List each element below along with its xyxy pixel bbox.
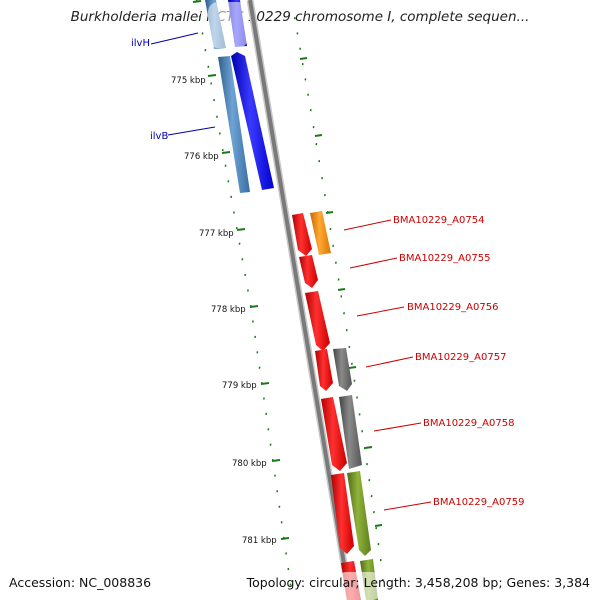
major-tick [236, 228, 246, 231]
cds-BMA10229_A0757-gray[interactable] [333, 348, 352, 391]
inner-major-tick [337, 288, 346, 291]
gene-label-BMA10229_A0759[interactable]: BMA10229_A0759 [433, 497, 524, 508]
tick-label: 781 kbp [242, 536, 277, 546]
cds-BMA10229_A0759[interactable] [331, 473, 354, 554]
label-leader [349, 257, 398, 269]
gene-label-BMA10229_A0754[interactable]: BMA10229_A0754 [393, 215, 484, 226]
major-tick [207, 74, 217, 77]
backbone-core [248, 0, 352, 600]
tick-label: 775 kbp [171, 76, 206, 86]
inner-major-tick [364, 446, 373, 449]
gene-label-BMA10229_A0757[interactable]: BMA10229_A0757 [415, 352, 506, 363]
cds-BMA10229_A0754-orange[interactable] [310, 211, 331, 255]
inner-major-tick [299, 57, 308, 60]
cds-ilvB-steel[interactable] [218, 56, 250, 193]
cds-BMA10229_A0757[interactable] [315, 349, 333, 391]
tick-label: 780 kbp [232, 459, 267, 469]
label-leader [356, 306, 405, 317]
major-tick [221, 151, 231, 154]
cds-BMA10229_A0756[interactable] [305, 291, 330, 351]
cds-BMA10229_A0759-olive[interactable] [347, 471, 371, 556]
gene-label-BMA10229_A0755[interactable]: BMA10229_A0755 [399, 253, 490, 264]
label-leader [383, 501, 432, 511]
inner-major-tick [374, 524, 383, 527]
outer-tick-ring [195, 0, 292, 586]
gene-label-BMA10229_A0756[interactable]: BMA10229_A0756 [407, 302, 498, 313]
major-tick [260, 382, 270, 385]
major-tick [271, 459, 281, 462]
label-leader [150, 32, 199, 45]
selection-highlight [208, 2, 248, 48]
label-leader [343, 219, 392, 231]
cds-ilvB[interactable] [231, 52, 274, 190]
inner-major-tick [314, 134, 323, 137]
selection-highlight [336, 572, 382, 600]
gene-label-ilvB[interactable]: ilvB [150, 131, 168, 142]
label-leader [167, 126, 216, 136]
map-title: Burkholderia mallei NCTC 10229 chromosom… [70, 9, 530, 25]
label-leader [365, 356, 414, 368]
label-leader [373, 422, 422, 432]
tick-label: 776 kbp [184, 152, 219, 162]
gene-label-BMA10229_A0758[interactable]: BMA10229_A0758 [423, 418, 514, 429]
cds-BMA10229_A0754[interactable] [292, 213, 312, 256]
major-tick [249, 305, 259, 308]
inner-major-tick [325, 211, 334, 214]
major-tick [280, 537, 290, 540]
major-tick [192, 0, 202, 3]
label-leaders-red [343, 219, 432, 511]
cds-BMA10229_A0758-gray[interactable] [339, 395, 362, 469]
topology-text: Topology: circular; Length: 3,458,208 bp… [246, 575, 590, 590]
tick-label: 779 kbp [222, 381, 257, 391]
inner-major-ticks [299, 57, 383, 527]
inner-major-tick [348, 366, 357, 369]
accession-text: Accession: NC_008836 [9, 575, 152, 590]
major-ticks [192, 0, 290, 540]
inner-tick-ring [293, 17, 384, 582]
gene-label-ilvH[interactable]: ilvH [131, 38, 150, 49]
tick-label: 777 kbp [199, 229, 234, 239]
cds-BMA10229_A0758[interactable] [321, 397, 347, 471]
tick-label: 778 kbp [211, 305, 246, 315]
tick-labels: 775 kbp 776 kbp 777 kbp 778 kbp 779 kbp … [171, 76, 277, 546]
cds-BMA10229_A0755[interactable] [299, 255, 318, 288]
